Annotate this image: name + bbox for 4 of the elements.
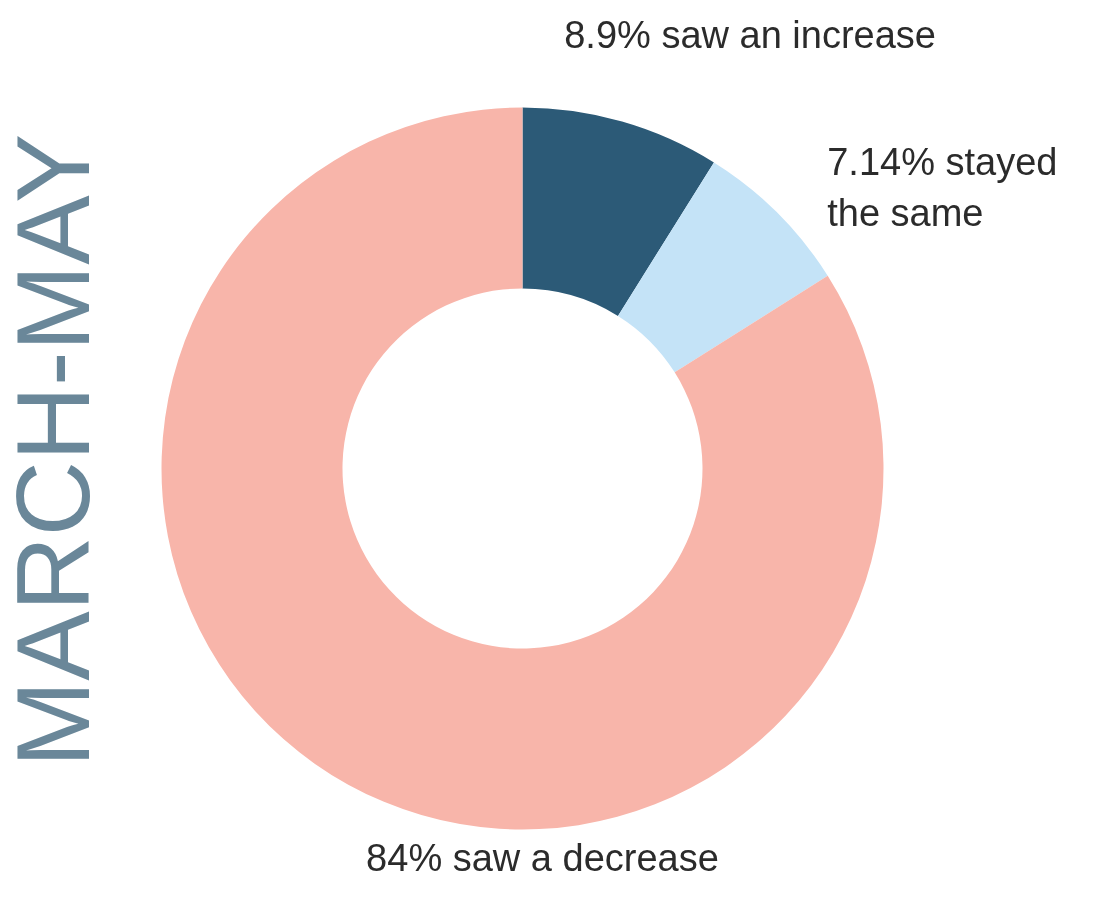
slice-label: 7.14% stayed the same xyxy=(827,141,1058,234)
slice-label: 8.9% saw an increase xyxy=(564,13,936,56)
text: MARCH-MAY xyxy=(0,133,111,768)
slice-label: 84% saw a decrease xyxy=(366,836,719,879)
